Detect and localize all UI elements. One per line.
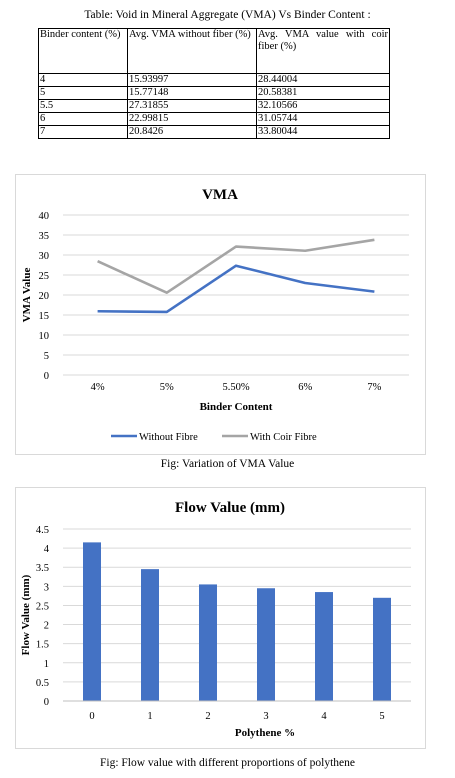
table-cell: 22.99815: [127, 112, 257, 126]
y-tick-label: 0.5: [36, 678, 49, 689]
x-axis-label: Binder Content: [200, 401, 273, 413]
y-tick-label: 3: [44, 582, 49, 593]
table-header-row: Binder content (%) Avg. VMA without fibe…: [38, 28, 390, 74]
x-axis-label: Polythene %: [235, 727, 295, 739]
y-tick-label: 1.5: [36, 640, 49, 651]
y-axis-label: VMA Value: [21, 268, 33, 323]
vma-table: Binder content (%) Avg. VMA without fibe…: [38, 28, 390, 139]
table-row: 5.5 27.31855 32.10566: [38, 99, 390, 113]
figure-caption-flow: Fig: Flow value with different proportio…: [100, 757, 355, 769]
bar: [257, 588, 275, 701]
table-cell: 15.93997: [127, 73, 257, 87]
table-row: 7 20.8426 33.80044: [38, 125, 390, 139]
table-cell: 7: [38, 125, 128, 139]
bar: [141, 569, 159, 701]
flow-chart-svg: Flow Value (mm) 0 0.5 1 1.5 2 2.5 3 3.5 4 4.5 0 1 2 3 4…: [20, 500, 411, 739]
header-binder-content: Binder content (%): [38, 28, 128, 74]
y-tick-label: 0: [44, 697, 49, 708]
table-row: 6 22.99815 31.05744: [38, 112, 390, 126]
table-cell: 4: [38, 73, 128, 87]
y-axis-label: Flow Value (mm): [20, 574, 32, 655]
table-cell: 6: [38, 112, 128, 126]
bar: [199, 584, 217, 701]
table-cell: 15.77148: [127, 86, 257, 100]
table-row: 4 15.93997 28.44004: [38, 73, 390, 87]
x-tick-label: 4: [321, 711, 327, 722]
vma-chart-svg: VMA 0 5 10 15 20 25 30 35 40 4% 5% 5.50% 6% 7% Binder C…: [21, 187, 409, 443]
bar: [373, 597, 391, 701]
y-tick-label: 10: [39, 331, 50, 342]
chart-title: Flow Value (mm): [175, 500, 285, 516]
figure-caption-vma: Fig: Variation of VMA Value: [160, 458, 295, 470]
x-tick-label: 1: [147, 711, 152, 722]
table-cell: 32.10566: [256, 99, 390, 113]
y-tick-label: 0: [44, 371, 49, 382]
x-tick-label: 5.50%: [222, 382, 249, 393]
table-caption: Table: Void in Mineral Aggregate (VMA) V…: [84, 9, 371, 21]
y-tick-label: 1: [44, 659, 49, 670]
table-cell: 33.80044: [256, 125, 390, 139]
y-tick-label: 20: [39, 291, 50, 302]
y-tick-label: 5: [44, 351, 49, 362]
y-tick-label: 4: [44, 544, 50, 555]
y-tick-label: 2: [44, 621, 49, 632]
y-tick-label: 15: [39, 311, 50, 322]
header-vma-without-fiber: Avg. VMA without fiber (%): [127, 28, 257, 74]
y-tick-label: 35: [39, 231, 50, 242]
table-row: 5 15.77148 20.58381: [38, 86, 390, 100]
bar: [83, 542, 101, 701]
x-tick-label: 5: [379, 711, 384, 722]
table-cell: 5.5: [38, 99, 128, 113]
y-tick-label: 25: [39, 271, 50, 282]
legend-label: With Coir Fibre: [250, 432, 317, 443]
y-tick-label: 40: [39, 211, 50, 222]
bar: [315, 592, 333, 701]
series-line: [97, 264, 375, 314]
y-tick-label: 2.5: [36, 601, 49, 612]
table-cell: 28.44004: [256, 73, 390, 87]
y-tick-label: 30: [39, 251, 50, 262]
x-tick-label: 4%: [91, 382, 105, 393]
chart-title: VMA: [202, 187, 238, 203]
x-tick-label: 7%: [367, 382, 381, 393]
x-tick-label: 6%: [298, 382, 312, 393]
legend-label: Without Fibre: [139, 432, 198, 443]
x-tick-label: 0: [89, 711, 94, 722]
x-tick-label: 3: [263, 711, 268, 722]
table-cell: 5: [38, 86, 128, 100]
table-cell: 20.58381: [256, 86, 390, 100]
flow-value-bar-chart: Flow Value (mm) 0 0.5 1 1.5 2 2.5 3 3.5 4 4.5 0 1 2 3 4…: [15, 487, 426, 749]
table-cell: 31.05744: [256, 112, 390, 126]
y-tick-label: 4.5: [36, 525, 49, 536]
y-tick-label: 3.5: [36, 563, 49, 574]
x-tick-label: 5%: [160, 382, 174, 393]
vma-line-chart: VMA 0 5 10 15 20 25 30 35 40 4% 5% 5.50% 6% 7% Binder C…: [15, 174, 426, 455]
table-cell: 20.8426: [127, 125, 257, 139]
x-tick-label: 2: [205, 711, 210, 722]
table-cell: 27.31855: [127, 99, 257, 113]
series-line: [97, 238, 375, 294]
header-vma-with-coir-fiber: Avg. VMA value with coir fiber (%): [256, 28, 390, 74]
